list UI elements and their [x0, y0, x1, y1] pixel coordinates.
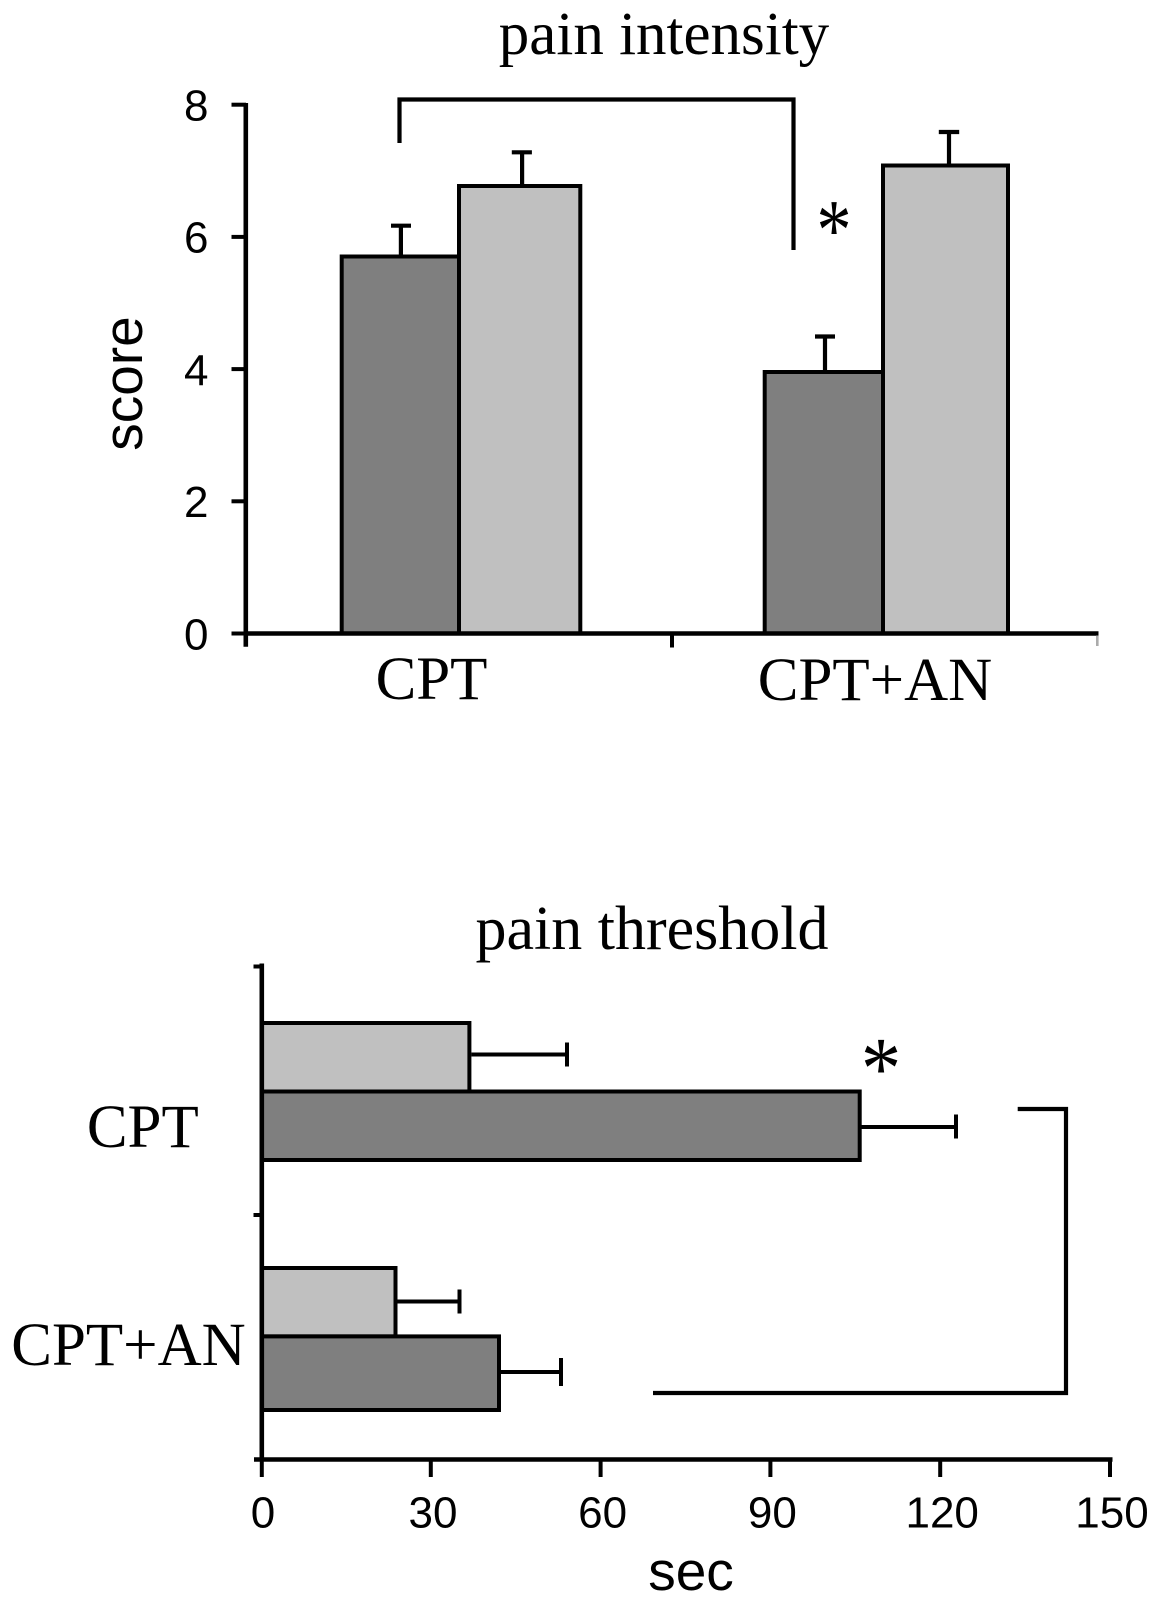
svg-text:30: 30: [409, 1489, 458, 1538]
svg-text:CPT: CPT: [376, 646, 488, 713]
svg-text:score: score: [92, 316, 154, 451]
svg-text:6: 6: [184, 214, 208, 263]
svg-text:CPT: CPT: [87, 1094, 199, 1161]
svg-text:150: 150: [1075, 1489, 1148, 1538]
svg-text:CPT+AN: CPT+AN: [758, 647, 992, 714]
svg-text:2: 2: [184, 478, 208, 527]
svg-text:120: 120: [905, 1489, 978, 1538]
svg-text:60: 60: [578, 1489, 627, 1538]
svg-text:pain intensity: pain intensity: [499, 1, 830, 68]
svg-text:CPT+AN: CPT+AN: [11, 1312, 245, 1379]
svg-text:0: 0: [184, 610, 208, 659]
svg-text:sec: sec: [648, 1540, 734, 1602]
svg-text:0: 0: [251, 1489, 275, 1538]
svg-text:4: 4: [184, 346, 208, 395]
svg-text:*: *: [817, 183, 852, 279]
svg-text:90: 90: [748, 1489, 797, 1538]
svg-text:8: 8: [184, 82, 208, 131]
svg-text:pain threshold: pain threshold: [476, 895, 829, 963]
svg-text:*: *: [861, 1021, 901, 1118]
